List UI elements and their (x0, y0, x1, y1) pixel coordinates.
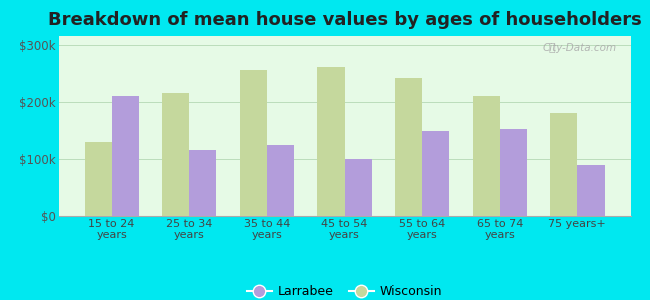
Bar (112, 96, 139, 216)
Bar (317, 68, 344, 216)
Bar (550, 113, 577, 216)
Bar (500, 129, 527, 216)
Bar (473, 96, 500, 216)
Text: ⓘ: ⓘ (549, 43, 555, 53)
Bar (344, 159, 372, 216)
Bar (240, 70, 267, 216)
Legend: Larrabee, Wisconsin: Larrabee, Wisconsin (242, 280, 447, 300)
Bar (577, 165, 605, 216)
Bar (267, 145, 294, 216)
Text: City-Data.com: City-Data.com (542, 43, 616, 53)
Bar (189, 150, 216, 216)
Bar (395, 78, 422, 216)
Bar (84, 142, 112, 216)
Title: Breakdown of mean house values by ages of householders: Breakdown of mean house values by ages o… (47, 11, 642, 29)
Bar (162, 93, 189, 216)
Bar (422, 131, 449, 216)
